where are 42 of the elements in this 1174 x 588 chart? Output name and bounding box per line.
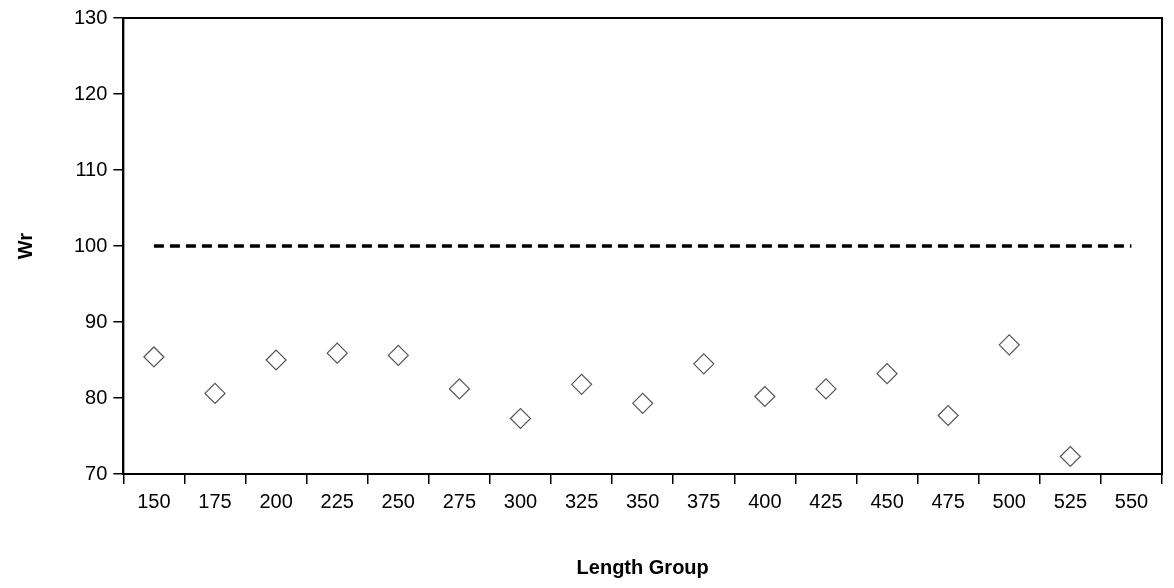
x-tick-label: 550 xyxy=(1114,489,1149,512)
x-tick-label: 250 xyxy=(381,489,415,512)
point xyxy=(326,342,348,364)
y-tick-label: 70 xyxy=(85,461,108,484)
x-tick-label: 300 xyxy=(503,489,538,512)
point xyxy=(570,373,593,395)
x-tick-label: 350 xyxy=(626,489,660,512)
point xyxy=(754,385,776,408)
point xyxy=(509,407,532,430)
point xyxy=(693,353,715,375)
y-tick-label: 110 xyxy=(75,157,108,180)
x-tick-label: 325 xyxy=(564,489,599,512)
point xyxy=(937,404,959,427)
x-tick-label: 500 xyxy=(992,489,1026,512)
y-tick-label: 120 xyxy=(73,81,108,104)
point xyxy=(204,382,226,405)
point xyxy=(632,392,654,414)
x-tick-label: 475 xyxy=(931,489,965,512)
y-tick-label: 100 xyxy=(73,233,108,256)
x-tick-label: 275 xyxy=(442,489,477,512)
x-tick-label: 400 xyxy=(748,489,782,512)
x-tick-label: 175 xyxy=(198,489,232,512)
point xyxy=(387,344,409,367)
x-tick-label: 150 xyxy=(137,489,171,512)
point xyxy=(876,363,898,385)
point xyxy=(143,346,165,368)
y-tick-label: 90 xyxy=(85,309,108,332)
y-tick-label: 130 xyxy=(73,5,108,28)
x-tick-label: 425 xyxy=(809,489,843,512)
point xyxy=(448,378,470,400)
point xyxy=(1059,445,1081,468)
y-axis-title: Wr xyxy=(13,232,36,260)
point xyxy=(998,334,1020,356)
x-tick-label: 525 xyxy=(1053,489,1088,512)
point xyxy=(815,378,837,400)
x-tick-label: 225 xyxy=(320,489,354,512)
y-tick-label: 80 xyxy=(85,385,108,408)
x-tick-label: 450 xyxy=(870,489,904,512)
point xyxy=(265,349,287,371)
x-axis-title: Length Group xyxy=(576,555,709,578)
x-tick-label: 200 xyxy=(259,489,293,512)
x-tick-label: 375 xyxy=(687,489,721,512)
